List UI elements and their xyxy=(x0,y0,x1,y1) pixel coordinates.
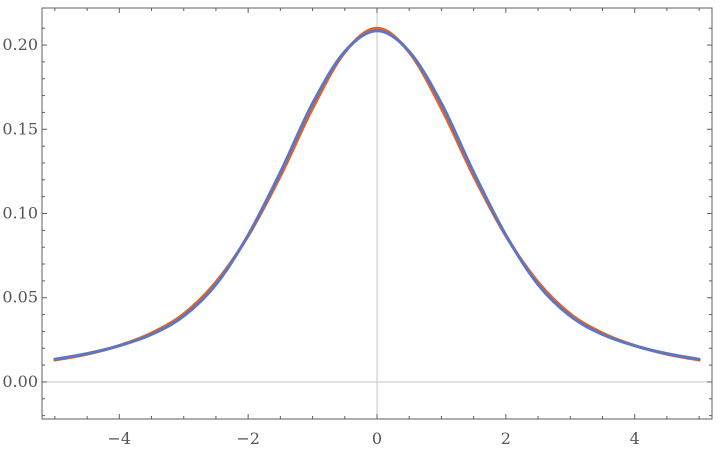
y-tick-label: 0.00 xyxy=(2,372,38,391)
x-tick-label: −4 xyxy=(108,429,132,448)
x-tick-label: −2 xyxy=(236,429,260,448)
series-layer xyxy=(53,26,701,362)
y-tick-label: 0.05 xyxy=(2,288,38,307)
zero-lines xyxy=(42,8,712,419)
series-line-2 xyxy=(53,29,701,361)
x-tick-label: 0 xyxy=(372,429,382,448)
y-tick-label: 0.10 xyxy=(2,204,38,223)
y-tick-label: 0.20 xyxy=(2,35,38,54)
x-tick-label: 2 xyxy=(501,429,511,448)
axis-tick-labels: −4 −2 0 2 4 0.00 0.05 0.10 0.15 0.20 xyxy=(2,35,639,448)
x-tick-label: 4 xyxy=(630,429,640,448)
y-tick-label: 0.15 xyxy=(2,119,38,138)
axis-ticks xyxy=(42,8,712,419)
